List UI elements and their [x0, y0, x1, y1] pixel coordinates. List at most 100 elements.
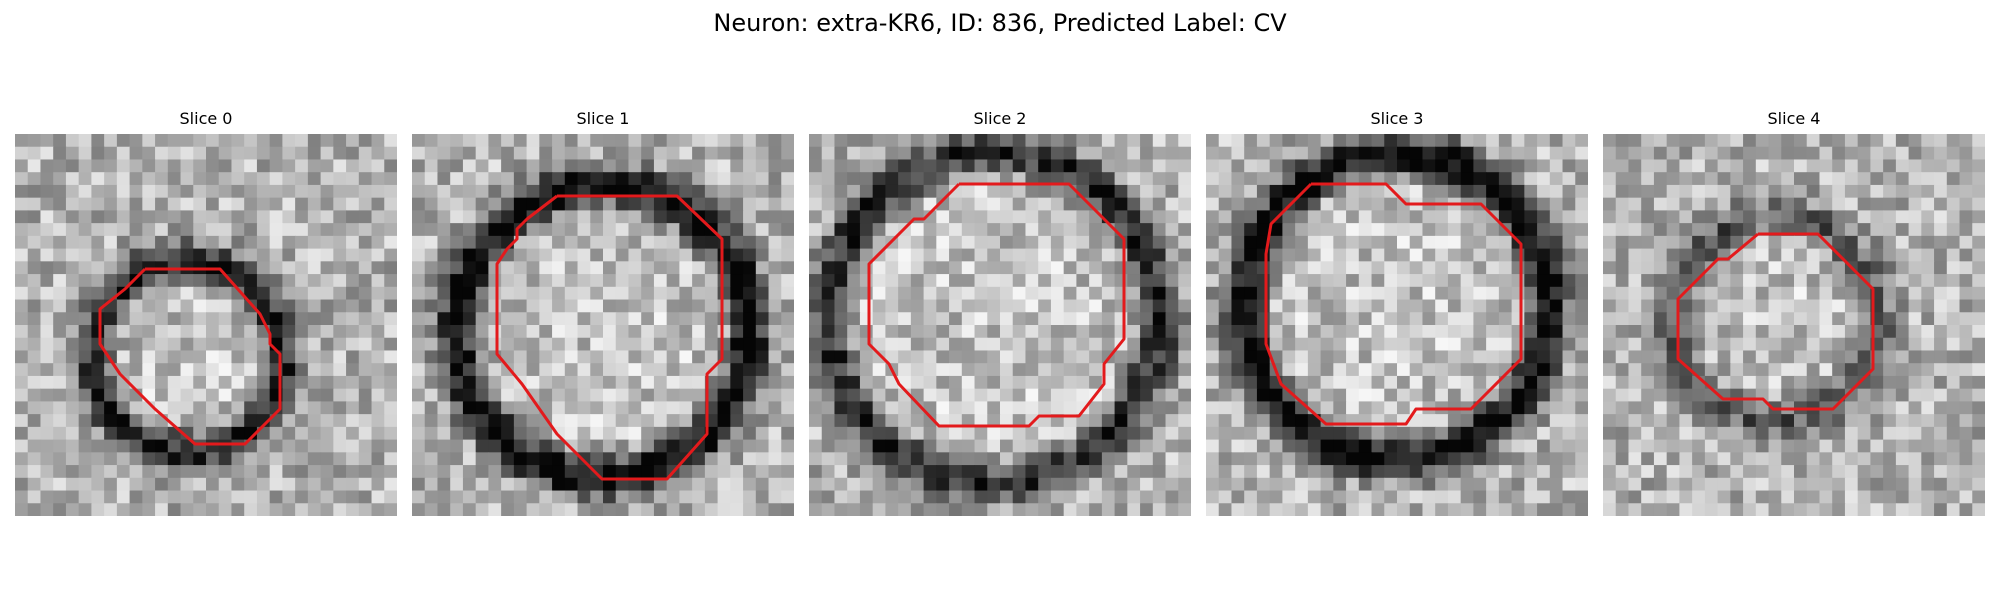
pixel	[269, 184, 283, 199]
pixel	[513, 401, 528, 415]
pixel	[333, 274, 347, 288]
pixel	[1486, 426, 1500, 441]
pixel	[628, 375, 642, 390]
pixel	[1178, 210, 1191, 224]
pixel	[1422, 363, 1436, 377]
pixel	[974, 426, 988, 441]
pixel	[1575, 337, 1588, 352]
pixel	[1603, 503, 1617, 516]
pixel	[1549, 223, 1564, 237]
pixel	[1959, 401, 1973, 415]
pixel	[1921, 261, 1935, 275]
pixel	[590, 363, 604, 377]
pixel	[488, 299, 502, 313]
pixel	[526, 490, 540, 504]
pixel	[1178, 490, 1191, 504]
pixel	[1333, 337, 1347, 352]
pixel	[180, 401, 194, 415]
pixel	[615, 210, 630, 224]
pixel	[1127, 465, 1141, 479]
pixel	[1562, 452, 1576, 466]
pixel	[1178, 477, 1191, 492]
pixel	[1946, 337, 1961, 352]
pixel	[1089, 426, 1103, 441]
pixel	[1615, 503, 1630, 516]
pixel	[104, 414, 118, 428]
pixel	[412, 388, 426, 402]
pixel	[872, 210, 886, 224]
pixel	[269, 197, 283, 211]
pixel	[781, 350, 794, 364]
pixel	[809, 274, 823, 288]
pixel	[1934, 197, 1948, 211]
pixel	[218, 439, 233, 453]
pixel	[1307, 490, 1322, 504]
pixel	[641, 452, 655, 466]
pixel	[412, 134, 426, 148]
pixel	[1743, 337, 1757, 352]
pixel	[1256, 210, 1271, 224]
pixel	[1218, 503, 1233, 516]
pixel	[1857, 350, 1871, 364]
pixel	[1371, 375, 1385, 390]
pixel	[1127, 503, 1141, 516]
pixel	[1562, 426, 1576, 441]
pixel	[488, 401, 502, 415]
pixel	[653, 134, 668, 148]
pixel	[552, 159, 566, 173]
pixel	[1050, 274, 1065, 288]
pixel	[781, 235, 794, 250]
pixel	[53, 363, 67, 377]
pixel	[1063, 325, 1077, 339]
pixel	[1768, 248, 1782, 262]
pixel	[371, 490, 385, 504]
pixel	[129, 299, 143, 313]
pixel	[488, 274, 502, 288]
pixel	[717, 337, 731, 352]
pixel	[1575, 439, 1588, 453]
pixel	[193, 426, 207, 441]
pixel	[809, 146, 823, 161]
pixel	[91, 401, 105, 415]
pixel	[231, 401, 245, 415]
pixel	[1615, 159, 1630, 173]
pixel	[1498, 235, 1513, 250]
pixel	[730, 312, 744, 326]
pixel	[1218, 426, 1233, 441]
pixel	[295, 363, 309, 377]
pixel	[834, 134, 848, 148]
pixel	[1218, 401, 1233, 415]
pixel	[1231, 414, 1245, 428]
pixel	[1653, 197, 1668, 211]
pixel	[1269, 146, 1283, 161]
pixel	[666, 274, 680, 288]
pixel	[1012, 261, 1027, 275]
pixel	[1000, 337, 1014, 352]
pixel	[1498, 503, 1513, 516]
pixel	[142, 477, 156, 492]
pixel	[692, 312, 706, 326]
pixel	[1422, 426, 1436, 441]
pixel	[358, 146, 373, 161]
pixel	[1000, 197, 1014, 211]
pixel	[1717, 401, 1731, 415]
pixel	[256, 134, 271, 148]
pixel	[590, 134, 604, 148]
pixel	[1346, 146, 1360, 161]
pixel	[1460, 350, 1474, 364]
pixel	[590, 261, 604, 275]
pixel	[129, 172, 143, 186]
pixel	[1692, 210, 1706, 224]
pixel	[987, 452, 1001, 466]
pixel	[987, 503, 1001, 516]
pixel	[1679, 172, 1693, 186]
pixel	[949, 490, 963, 504]
pixel	[743, 477, 757, 492]
pixel	[781, 261, 794, 275]
pixel	[1537, 477, 1551, 492]
pixel	[333, 426, 347, 441]
pixel	[358, 197, 373, 211]
pixel	[885, 325, 899, 339]
pixel	[358, 375, 373, 390]
pixel	[307, 134, 322, 148]
